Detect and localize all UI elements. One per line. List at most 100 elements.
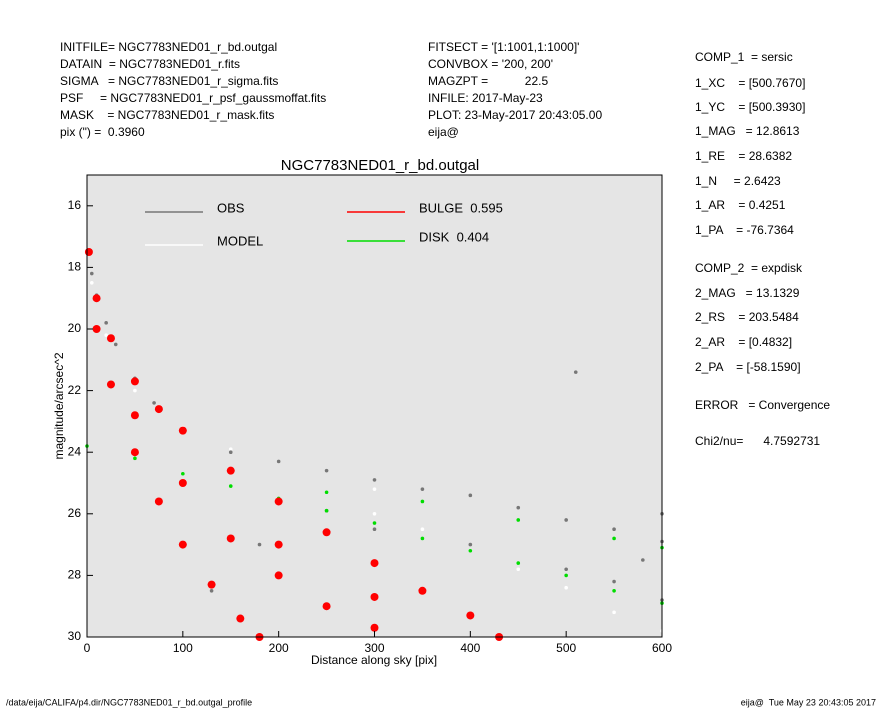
x-tick-label: 0 bbox=[84, 641, 91, 655]
header-line: CONVBOX = '200, 200' bbox=[428, 57, 553, 71]
fit-parameter: 2_MAG = 13.1329 bbox=[695, 286, 800, 300]
legend-label: MODEL bbox=[217, 233, 263, 248]
fit-parameter: ERROR = Convergence bbox=[695, 398, 830, 412]
data-point bbox=[104, 321, 108, 325]
data-point bbox=[226, 466, 235, 475]
y-tick-label: 28 bbox=[68, 568, 82, 582]
data-point bbox=[322, 528, 331, 537]
data-point bbox=[420, 499, 425, 504]
data-point bbox=[372, 521, 377, 525]
x-tick-label: 400 bbox=[460, 641, 480, 655]
fit-parameter: 1_N = 2.6423 bbox=[695, 174, 781, 188]
data-point bbox=[257, 542, 262, 547]
data-point bbox=[420, 536, 425, 541]
data-point bbox=[276, 459, 281, 464]
fit-parameter: 2_PA = [-58.1590] bbox=[695, 360, 801, 374]
x-tick-label: 100 bbox=[173, 641, 193, 655]
data-point bbox=[228, 447, 233, 451]
y-tick-label: 20 bbox=[68, 321, 82, 335]
fit-parameter: COMP_2 = expdisk bbox=[695, 261, 803, 275]
header-line: INITFILE= NGC7783NED01_r_bd.outgal bbox=[60, 40, 277, 54]
data-point bbox=[104, 333, 108, 337]
data-point bbox=[130, 448, 139, 457]
x-tick-label: 200 bbox=[269, 641, 289, 655]
data-point bbox=[274, 571, 283, 580]
data-point bbox=[228, 484, 233, 488]
data-point bbox=[372, 487, 377, 491]
data-point bbox=[612, 536, 616, 541]
data-point bbox=[612, 579, 616, 584]
data-point bbox=[178, 426, 187, 435]
data-point bbox=[418, 586, 427, 595]
data-point bbox=[178, 540, 187, 549]
header-line: INFILE: 2017-May-23 bbox=[428, 91, 543, 105]
data-point bbox=[370, 592, 379, 601]
data-point bbox=[152, 401, 156, 405]
fit-parameter: 1_RE = 28.6382 bbox=[695, 149, 792, 163]
data-point bbox=[324, 490, 329, 495]
fit-parameter: 1_XC = [500.7670] bbox=[695, 76, 805, 90]
header-line: MAGZPT = 22.5 bbox=[428, 74, 548, 88]
data-point bbox=[641, 558, 645, 562]
data-point bbox=[564, 567, 568, 572]
fit-parameter: 1_YC = [500.3930] bbox=[695, 100, 805, 114]
data-point bbox=[372, 478, 377, 482]
header-line: pix (") = 0.3960 bbox=[60, 125, 145, 139]
data-point bbox=[181, 471, 185, 476]
data-point bbox=[516, 505, 521, 510]
data-point bbox=[133, 456, 137, 461]
data-point bbox=[324, 468, 329, 473]
header-line: SIGMA = NGC7783NED01_r_sigma.fits bbox=[60, 74, 278, 88]
data-point bbox=[130, 377, 139, 386]
data-point bbox=[468, 493, 473, 498]
data-point bbox=[209, 589, 214, 593]
data-point bbox=[207, 580, 216, 589]
data-point bbox=[564, 518, 568, 522]
y-tick-label: 26 bbox=[68, 506, 82, 520]
data-point bbox=[516, 518, 521, 522]
x-tick-label: 300 bbox=[364, 641, 384, 655]
data-point bbox=[516, 561, 521, 565]
data-point bbox=[468, 542, 473, 547]
footer-path: /data/eija/CALIFA/p4.dir/NGC7783NED01_r_… bbox=[6, 697, 252, 707]
fit-parameter: 1_MAG = 12.8613 bbox=[695, 124, 800, 138]
data-point bbox=[370, 623, 379, 632]
data-point bbox=[92, 294, 101, 303]
data-point bbox=[274, 497, 283, 506]
x-axis-label: Distance along sky [pix] bbox=[311, 653, 437, 667]
data-point bbox=[564, 573, 568, 578]
header-line: eija@ bbox=[428, 125, 459, 139]
x-tick-label: 600 bbox=[652, 641, 672, 655]
header-line: PLOT: 23-May-2017 20:43:05.00 bbox=[428, 108, 602, 122]
y-tick-label: 18 bbox=[68, 260, 82, 274]
data-point bbox=[612, 589, 616, 593]
legend-label: BULGE 0.595 bbox=[419, 200, 503, 215]
header-line: DATAIN = NGC7783NED01_r.fits bbox=[60, 57, 240, 71]
fit-parameter: 1_PA = -76.7364 bbox=[695, 223, 794, 237]
data-point bbox=[92, 325, 101, 333]
fit-parameter: 2_AR = [0.4832] bbox=[695, 335, 792, 349]
data-point bbox=[84, 248, 93, 256]
data-point bbox=[564, 585, 568, 590]
data-point bbox=[466, 611, 475, 620]
fit-parameter: COMP_1 = sersic bbox=[695, 50, 793, 64]
legend-label: OBS bbox=[217, 200, 245, 215]
data-point bbox=[322, 602, 331, 611]
data-point bbox=[420, 487, 425, 491]
data-point bbox=[372, 527, 377, 531]
data-point bbox=[178, 479, 187, 487]
data-point bbox=[154, 405, 163, 414]
data-point bbox=[106, 380, 115, 389]
data-point bbox=[236, 614, 245, 623]
y-axis-label: magnitude/arcsec^2 bbox=[52, 352, 66, 459]
data-point bbox=[89, 281, 94, 285]
y-tick-label: 24 bbox=[68, 444, 82, 458]
data-point bbox=[370, 559, 379, 568]
data-point bbox=[106, 334, 115, 343]
data-point bbox=[612, 527, 616, 531]
footer-stamp: eija@ Tue May 23 20:43:05 2017 bbox=[741, 697, 876, 707]
data-point bbox=[372, 512, 377, 516]
data-point bbox=[113, 342, 118, 347]
data-point bbox=[516, 567, 521, 572]
